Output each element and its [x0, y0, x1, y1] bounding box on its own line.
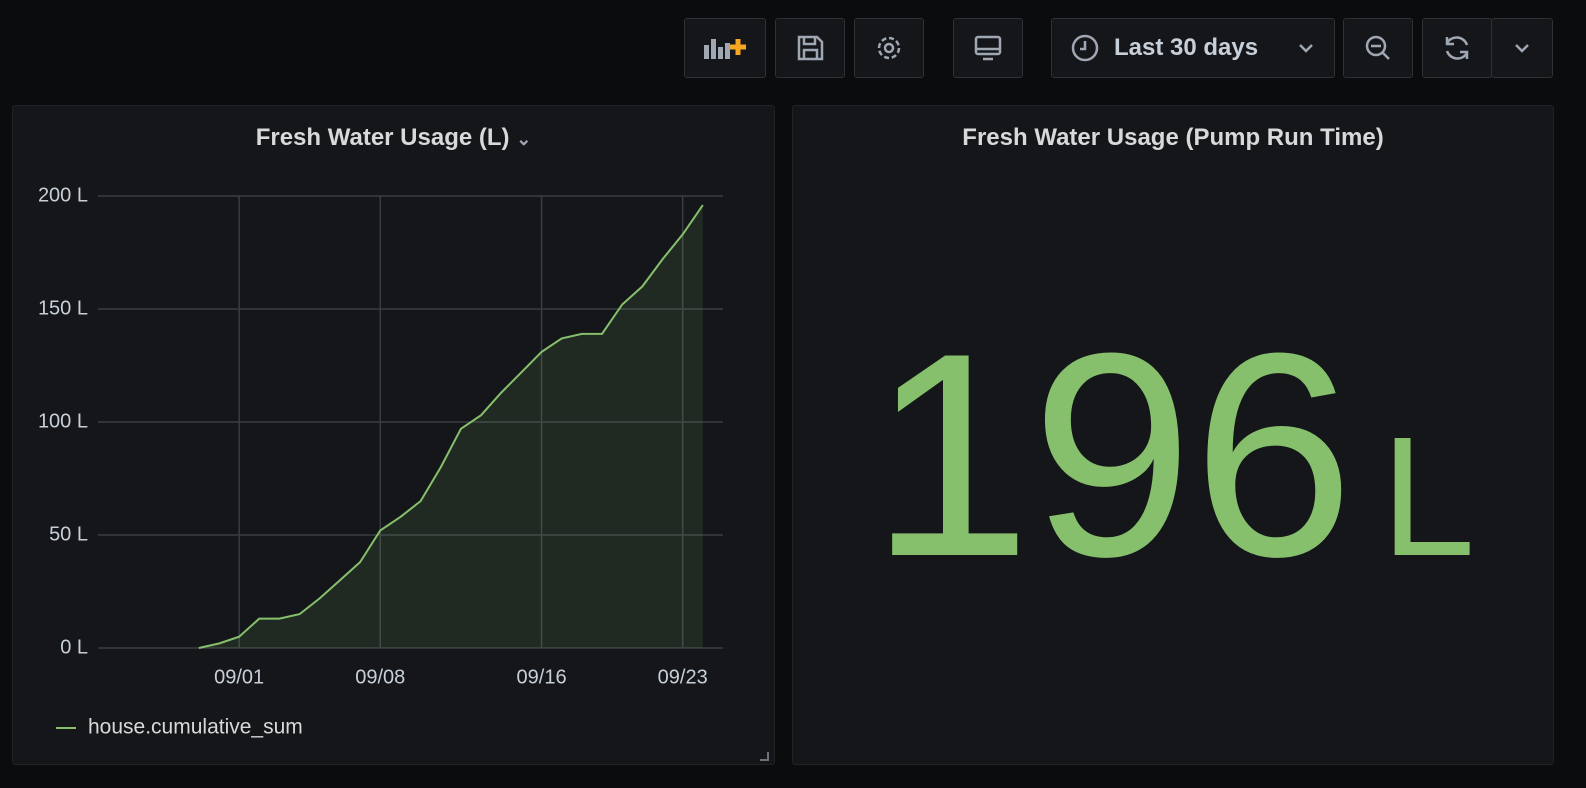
- tv-icon: [974, 35, 1002, 61]
- graph-panel: Fresh Water Usage (L) ⌄: [12, 105, 775, 765]
- panel-title: Fresh Water Usage (Pump Run Time): [962, 124, 1384, 151]
- panel-header[interactable]: Fresh Water Usage (L) ⌄: [255, 124, 532, 151]
- legend-label: house.cumulative_sum: [88, 716, 303, 739]
- y-tick-label: 100 L: [38, 410, 88, 432]
- line: [198, 204, 704, 649]
- refresh-interval-button[interactable]: [1491, 18, 1553, 78]
- area: [198, 205, 703, 649]
- stat-unit: L: [1381, 402, 1476, 592]
- time-range: Last 30 days: [1114, 34, 1259, 61]
- settings-icon: [877, 36, 901, 60]
- clock-icon: [1071, 34, 1099, 62]
- resize-handle: [760, 752, 769, 761]
- zoom-icon: [1365, 35, 1390, 60]
- chevron-icon: [1299, 44, 1313, 53]
- y-tick-label: 0 L: [60, 636, 88, 658]
- refresh-button[interactable]: [1422, 18, 1492, 78]
- y-tick-label: 200 L: [38, 184, 88, 206]
- stat-value: 196: [870, 293, 1354, 617]
- y-tick-label: 150 L: [38, 297, 88, 319]
- x-tick-label: 09/23: [658, 666, 708, 688]
- stat-panel: Fresh Water Usage (Pump Run Time): [792, 105, 1554, 765]
- add-panel-icon: [704, 39, 746, 59]
- x-tick-label: 09/08: [355, 666, 405, 688]
- x-tick-label: 09/16: [517, 666, 567, 688]
- y-tick-label: 50 L: [49, 523, 88, 545]
- add-panel-button[interactable]: [684, 18, 766, 78]
- settings-button[interactable]: [854, 18, 924, 78]
- x-tick-label: 09/01: [214, 666, 264, 688]
- tv-mode-button[interactable]: [953, 18, 1023, 78]
- time-picker[interactable]: Last 30 days: [1051, 18, 1335, 78]
- zoom-out-button[interactable]: [1343, 18, 1413, 78]
- panel-title: Fresh Water Usage (L): [255, 124, 510, 151]
- refresh-icon: [1445, 36, 1469, 60]
- chevron-icon: [1515, 44, 1529, 53]
- save-button[interactable]: [775, 18, 845, 78]
- save-icon: [797, 35, 824, 61]
